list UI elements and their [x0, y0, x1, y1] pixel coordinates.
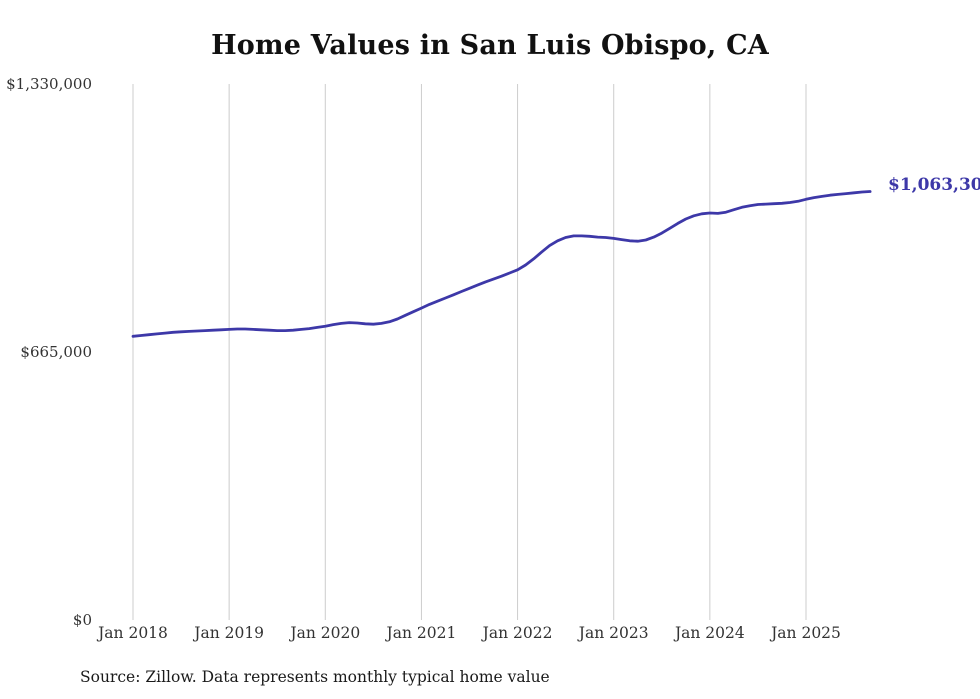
- y-axis-tick-label: $0: [72, 611, 92, 629]
- y-axis-tick-label: $665,000: [20, 343, 92, 361]
- home-value-line: [131, 190, 872, 338]
- y-axis-tick-label: $1,330,000: [6, 75, 92, 93]
- x-axis-tick-label: Jan 2022: [482, 624, 553, 642]
- x-axis-tick-label: Jan 2023: [578, 624, 649, 642]
- x-axis-tick-label: Jan 2025: [771, 624, 841, 642]
- x-axis-tick-label: Jan 2019: [194, 624, 265, 642]
- x-axis-tick-label: Jan 2018: [98, 624, 168, 642]
- x-axis-tick-label: Jan 2024: [674, 624, 745, 642]
- x-axis-tick-label: Jan 2020: [290, 624, 361, 642]
- x-axis-tick-label: Jan 2021: [386, 624, 457, 642]
- source-note: Source: Zillow. Data represents monthly …: [80, 668, 550, 686]
- end-value-label: $1,063,308: [888, 175, 980, 195]
- chart-title: Home Values in San Luis Obispo, CA: [211, 30, 769, 61]
